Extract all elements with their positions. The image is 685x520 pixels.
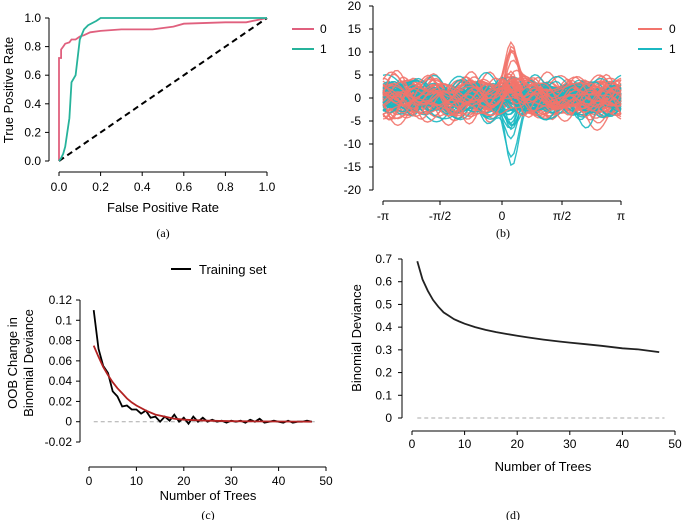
x-tick-label: -π: [377, 209, 389, 223]
y-tick-label: 0.12: [49, 293, 73, 307]
legend-label-0: 0: [669, 22, 676, 36]
y-axis-label-line-1: OOB Change in: [5, 317, 20, 409]
x-tick-label: 10: [458, 437, 472, 451]
x-tick-label: 30: [225, 474, 239, 488]
legend-label-0: 0: [320, 22, 327, 36]
y-tick-label: 10: [348, 45, 362, 59]
x-tick-label: 0: [86, 474, 93, 488]
roc-curve-class-1: [58, 17, 267, 162]
legend-label-training-set: Training set: [199, 262, 267, 277]
y-tick-label: -10: [344, 137, 362, 151]
fitted-curve: [92, 345, 312, 423]
panel-caption: (a): [156, 226, 169, 240]
y-tick-label: 0.1: [55, 313, 72, 327]
x-tick-label: 40: [272, 474, 286, 488]
y-tick-label: 0.2: [375, 366, 392, 380]
x-tick-label: 10: [130, 474, 144, 488]
x-tick-label: -π/2: [429, 209, 452, 223]
y-tick-label: 20: [348, 0, 362, 13]
y-tick-label: 0: [385, 411, 392, 425]
x-tick-label: 20: [177, 474, 191, 488]
y-tick-label: 5: [354, 68, 361, 82]
panel-caption: (c): [201, 508, 214, 520]
curve-class-1: [382, 74, 622, 116]
panel-b-curves: -20 -15 -10 -5 0 5 10 15 20 -π -π/2 0 π/2 π 0 1 (b): [344, 0, 676, 240]
y-axis-label-line-2: Binomial Deviance: [21, 309, 36, 417]
training-set-line: [92, 309, 312, 426]
y-tick-label: 0.8: [24, 40, 41, 54]
y-tick-label: 0.5: [375, 297, 392, 311]
legend-label-1: 1: [320, 42, 327, 56]
x-tick-label: 0: [499, 209, 506, 223]
y-tick-label: 0: [354, 91, 361, 105]
x-tick-label: 0.6: [175, 180, 192, 194]
curve-class-0: [382, 80, 622, 123]
panel-c-oob: -0.02 0 0.02 0.04 0.06 0.08 0.1 0.12 0 10 20 30 40 50…: [5, 262, 333, 520]
x-tick-label: 30: [563, 437, 577, 451]
panel-a-roc: 0.0 0.0 0.2 0.2 0.4 0.4 0.6 0.6 0.8 0.8 1.0 1.0 Fals…: [1, 11, 327, 240]
y-tick-label: 0: [65, 415, 72, 429]
y-axis-label: Binomial Deviance: [349, 284, 364, 392]
x-axis-label: Number of Trees: [495, 459, 592, 474]
x-axis-label: Number of Trees: [160, 488, 257, 503]
panel-d-deviance: 0 0.1 0.2 0.3 0.4 0.5 0.6 0.7 0 10 20 30 40 50 Number …: [349, 252, 682, 520]
y-tick-label: -0.02: [45, 435, 73, 449]
x-axis-label: False Positive Rate: [107, 200, 219, 215]
x-tick-label: π: [617, 209, 625, 223]
x-tick-label: 0.4: [134, 180, 151, 194]
diagonal-reference-line: [58, 17, 268, 162]
x-tick-label: 0: [409, 437, 416, 451]
x-tick-label: 0.8: [217, 180, 234, 194]
y-tick-label: 0.08: [49, 334, 73, 348]
y-tick-label: -15: [344, 160, 362, 174]
x-tick-label: 40: [616, 437, 630, 451]
y-tick-label: 0.04: [49, 374, 73, 388]
y-tick-label: 0.7: [375, 252, 392, 266]
y-tick-label: 0.02: [49, 394, 73, 408]
panel-caption: (d): [506, 508, 520, 520]
y-tick-label: -20: [344, 183, 362, 197]
y-tick-label: 0.1: [375, 388, 392, 402]
y-tick-label: 15: [348, 22, 362, 36]
x-tick-label: 20: [511, 437, 525, 451]
x-tick-label: 1.0: [259, 180, 276, 194]
curve-class-0: [382, 77, 622, 120]
y-tick-label: 0.4: [375, 320, 392, 334]
legend-label-1: 1: [669, 42, 676, 56]
x-tick-label: 0.0: [51, 180, 68, 194]
y-axis-label: True Positive Rate: [1, 37, 16, 143]
panel-caption: (b): [496, 226, 510, 240]
y-tick-label: 0.06: [49, 354, 73, 368]
y-tick-label: 0.0: [24, 154, 41, 168]
y-tick-label: 1.0: [24, 11, 41, 25]
x-tick-label: π/2: [553, 209, 572, 223]
y-tick-label: 0.6: [375, 275, 392, 289]
x-tick-label: 0.2: [92, 180, 109, 194]
y-tick-label: 0.2: [24, 125, 41, 139]
y-tick-label: 0.6: [24, 68, 41, 82]
x-tick-label: 50: [668, 437, 682, 451]
deviance-line: [416, 261, 660, 353]
y-tick-label: -5: [350, 114, 361, 128]
y-tick-label: 0.3: [375, 343, 392, 357]
y-tick-label: 0.4: [24, 97, 41, 111]
x-tick-label: 50: [319, 474, 333, 488]
curve-class-0: [382, 70, 622, 117]
curve-class-0: [382, 71, 622, 118]
